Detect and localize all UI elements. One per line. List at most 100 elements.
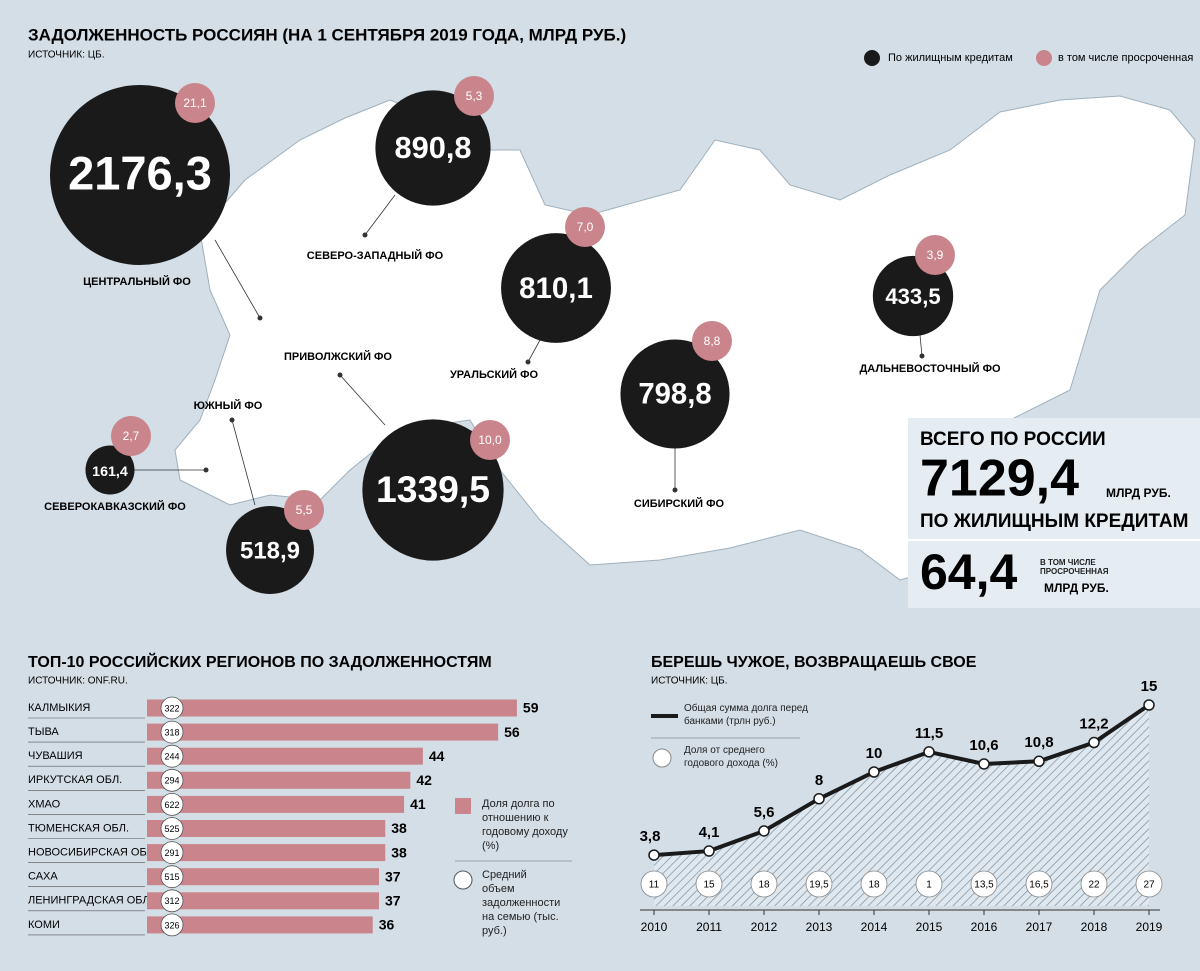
family-debt-circle — [160, 865, 184, 889]
debt-bubble — [501, 233, 611, 343]
family-debt-circle — [160, 696, 184, 720]
leader-line — [214, 239, 261, 319]
legend-swatch — [455, 798, 471, 814]
legend-swatch — [864, 50, 880, 66]
share-circle — [695, 870, 723, 898]
bar-value: 56 — [504, 724, 520, 740]
debt-value: 15 — [1141, 678, 1158, 695]
overdue-label: 8,8 — [704, 334, 721, 348]
family-debt-circle — [160, 768, 184, 792]
overdue-bubble — [111, 416, 151, 456]
family-debt-label: 291 — [164, 848, 179, 858]
bar-value: 44 — [429, 748, 445, 764]
region-label: СИБИРСКИЙ ФО — [634, 497, 725, 510]
total-overdue: 64,4 — [920, 544, 1018, 600]
family-debt-circle — [160, 889, 184, 913]
total-value: 7129,4 — [920, 450, 1079, 508]
debt-bubble — [872, 255, 954, 337]
region-label: УРАЛЬСКИЙ ФО — [450, 368, 539, 381]
leader-dot — [672, 487, 678, 493]
family-debt-circle — [160, 720, 184, 744]
debt-label: 518,9 — [240, 537, 300, 564]
debt-value: 10,8 — [1024, 734, 1053, 751]
leader-dot — [337, 372, 343, 378]
share-label: 22 — [1088, 880, 1100, 891]
debt-label: 161,4 — [92, 464, 128, 480]
total-overdue-note: В ТОМ ЧИСЛЕ ПРОСРОЧЕННАЯ — [1040, 558, 1109, 576]
region-label: СЕВЕРО-ЗАПАДНЫЙ ФО — [307, 249, 444, 262]
share-circle — [970, 870, 998, 898]
overdue-label: 7,0 — [577, 220, 594, 234]
debt-point — [648, 849, 660, 861]
category-label: ХМАО — [28, 798, 61, 810]
leader-dot — [919, 353, 925, 359]
bar — [147, 699, 517, 717]
share-label: 15 — [703, 880, 715, 891]
share-circle — [1080, 870, 1108, 898]
bar-value: 38 — [391, 820, 407, 836]
bar-title: ТОП-10 РОССИЙСКИХ РЕГИОНОВ ПО ЗАДОЛЖЕННО… — [28, 652, 492, 671]
map-source: ИСТОЧНИК: ЦБ. — [28, 50, 105, 61]
leader-line — [527, 339, 541, 363]
overdue-bubble — [565, 207, 605, 247]
legend-label: Доля долга по отношению к годовому доход… — [482, 798, 568, 852]
leader-line — [339, 374, 386, 426]
debt-bubble — [362, 419, 504, 561]
share-label: 1 — [926, 880, 932, 891]
bar — [147, 844, 386, 862]
share-circle — [640, 870, 668, 898]
debt-value: 12,2 — [1079, 715, 1108, 732]
x-tick-label: 2014 — [861, 920, 888, 934]
debt-point — [758, 825, 770, 837]
share-label: 11 — [649, 880, 660, 891]
debt-bubble — [226, 506, 314, 594]
x-tick-label: 2019 — [1136, 920, 1163, 934]
family-debt-circle — [160, 817, 184, 840]
bar-value: 42 — [416, 772, 432, 788]
x-tick-label: 2010 — [641, 920, 668, 934]
overdue-label: 5,5 — [296, 503, 313, 517]
area — [654, 705, 1149, 906]
bar-value: 36 — [379, 917, 395, 933]
bar-value: 37 — [385, 868, 401, 884]
share-label: 18 — [758, 880, 770, 891]
family-debt-circle — [160, 793, 184, 816]
category-label: ЛЕНИНГРАДСКАЯ ОБЛ. — [28, 895, 153, 907]
overdue-bubble — [284, 490, 324, 530]
bar — [147, 892, 379, 910]
share-circle — [750, 870, 778, 898]
legend-label: По жилищным кредитам — [888, 52, 1013, 64]
legend-label: Общая сумма долга перед банками (трлн ру… — [684, 703, 808, 727]
leader-dot — [362, 232, 368, 238]
debt-label: 2176,3 — [68, 146, 212, 199]
category-label: КОМИ — [28, 919, 60, 931]
total-box — [908, 418, 1200, 608]
x-tick-label: 2016 — [971, 920, 998, 934]
debt-bubble — [375, 90, 491, 206]
share-label: 18 — [868, 880, 880, 891]
debt-bubble — [85, 445, 135, 495]
total-overdue-unit: МЛРД РУБ. — [1044, 581, 1109, 595]
bar-source: ИСТОЧНИК: ONF.RU. — [28, 676, 128, 687]
overdue-bubble — [454, 76, 494, 116]
overdue-label: 5,3 — [466, 89, 483, 103]
family-debt-label: 525 — [164, 824, 179, 834]
bar — [147, 916, 373, 934]
line-source: ИСТОЧНИК: ЦБ. — [651, 676, 728, 687]
debt-line — [653, 703, 1151, 858]
total-heading: ВСЕГО ПО РОССИИ — [920, 429, 1106, 450]
leader-dot — [203, 467, 209, 473]
debt-point — [813, 793, 825, 805]
overdue-label: 10,0 — [478, 433, 502, 447]
line-title: БЕРЕШЬ ЧУЖОЕ, ВОЗВРАЩАЕШЬ СВОЕ — [651, 654, 977, 671]
category-label: ТЫВА — [28, 726, 59, 738]
debt-point — [923, 746, 935, 758]
overdue-bubble — [470, 420, 510, 460]
debt-label: 798,8 — [638, 379, 711, 411]
legend-swatch — [1036, 50, 1052, 66]
share-label: 27 — [1143, 880, 1155, 891]
legend-label: Доля от среднего годового дохода (%) — [684, 745, 778, 769]
region-label: ПРИВОЛЖСКИЙ ФО — [284, 350, 392, 363]
debt-point — [978, 758, 990, 770]
family-debt-label: 312 — [164, 896, 179, 906]
